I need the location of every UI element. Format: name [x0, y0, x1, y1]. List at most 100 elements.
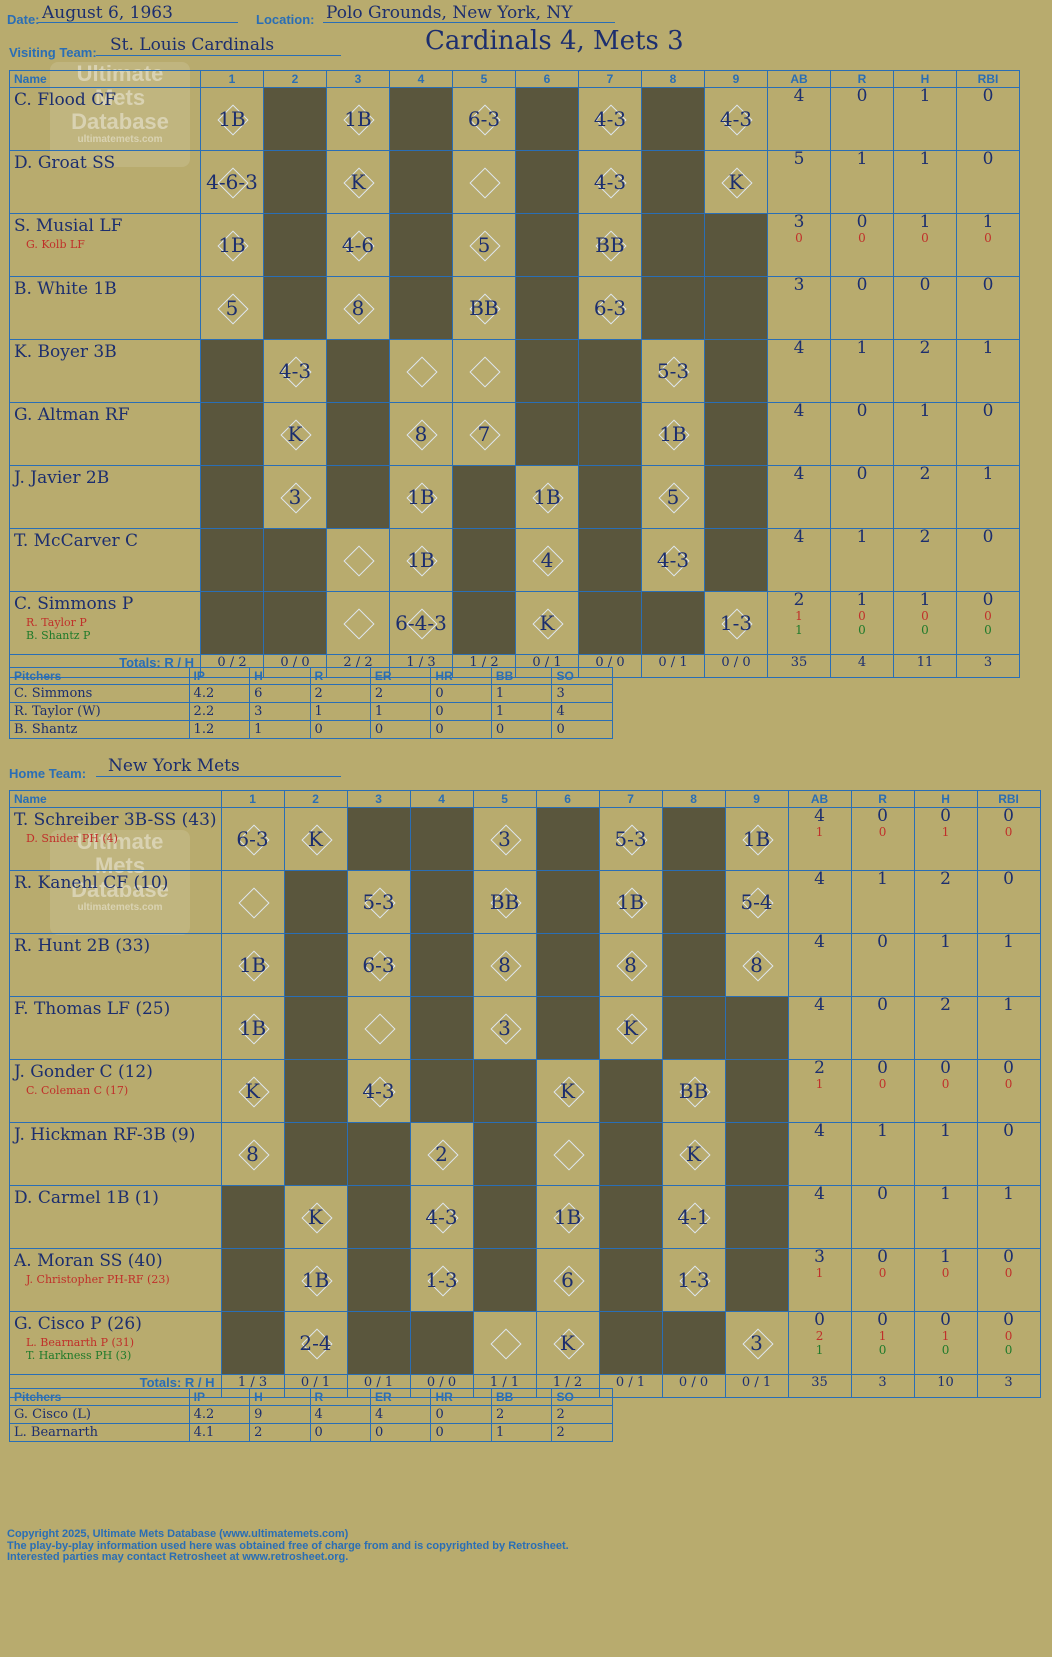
player-ab: 3 [767, 276, 831, 340]
home-player-row: J. Gonder C (12) C. Coleman C (17) K 4-3 K BB… [9, 1058, 1041, 1123]
play-result: 6-3 [593, 296, 627, 320]
at-bat-cell-inning-9 [704, 339, 768, 403]
at-bat-cell-inning-1: 1B [220, 933, 285, 997]
at-bat-cell-inning-5 [452, 339, 516, 403]
base-diamond [237, 887, 270, 919]
inning-hits: 0 [447, 1375, 457, 1390]
player-rbi: 1 [976, 933, 1041, 997]
pitcher-stat: 3 [551, 684, 613, 703]
at-bat-cell-inning-1 [220, 1248, 285, 1312]
home-player-row: R. Kanehl CF (10) 5-3 BB 1B 5-4 4 1 2 0 [9, 870, 1041, 934]
player-r: 0 [850, 1185, 915, 1249]
at-bat-cell-inning-1 [200, 465, 264, 529]
stat-value: 0 [877, 806, 888, 826]
inning-hits: 1 [510, 1375, 520, 1390]
at-bat-cell-inning-9 [704, 402, 768, 466]
at-bat-cell-inning-5 [452, 591, 516, 655]
at-bat-cell-inning-5 [472, 1185, 537, 1249]
stat-value: 0 [1004, 1266, 1013, 1280]
play-result: 3 [498, 827, 511, 851]
at-bat-cell-inning-5: 6-3 [452, 87, 516, 151]
stat-value: 1 [815, 1343, 824, 1357]
stat-value: 1 [795, 609, 803, 623]
player-name: R. Hunt 2B (33) [14, 936, 151, 956]
inning-divider: / [309, 1375, 322, 1390]
at-bat-cell-inning-6: K [515, 591, 579, 655]
play-result: 3 [288, 485, 302, 509]
stat-value: 0 [982, 401, 994, 421]
stat-value: 4 [814, 806, 825, 826]
stat-value: 4 [814, 1121, 825, 1141]
inning-runs: 0 [300, 1375, 310, 1390]
play-result: K [728, 170, 744, 194]
inning-divider: / [414, 655, 428, 670]
visitor-scorecard: Name 1 2 3 4 5 6 7 8 9 AB R H RBI C. Flood CF 1B 1B 6-3 4-… [9, 70, 1020, 678]
stat-value: 3 [793, 212, 805, 232]
at-bat-cell-inning-3 [326, 528, 390, 592]
play-result: 6-4-3 [395, 611, 447, 635]
stat-value: 0 [984, 231, 992, 245]
at-bat-cell-inning-8 [661, 933, 726, 997]
inning-header-5: 5 [472, 790, 537, 808]
player-rbi: 1 [956, 339, 1020, 403]
at-bat-cell-inning-3 [326, 591, 390, 655]
substitute-name: R. Taylor P [26, 616, 87, 629]
play-result: 1B [407, 485, 435, 509]
player-name-cell: T. McCarver C [9, 528, 201, 592]
player-ab: 4 [787, 1185, 852, 1249]
play-result: 5-3 [362, 890, 395, 914]
at-bat-cell-inning-7: 1B [598, 870, 663, 934]
stat-value: 1 [815, 1077, 824, 1091]
at-bat-cell-inning-6: 1B [535, 1185, 600, 1249]
at-bat-cell-inning-4 [409, 870, 474, 934]
pitcher-stat: 4 [551, 702, 613, 721]
totals-r-label: R / [184, 1375, 206, 1390]
at-bat-cell-inning-3 [346, 807, 411, 871]
at-bat-cell-inning-6: 6 [535, 1248, 600, 1312]
inning-runs: 1 [469, 655, 478, 670]
inning-hits: 2 [238, 655, 247, 670]
stat-value: 0 [919, 275, 931, 295]
play-result: 4-3 [278, 359, 312, 383]
inning-divider: / [750, 1375, 763, 1390]
player-r: 0 [830, 276, 894, 340]
stat-value: 0 [877, 1310, 888, 1330]
play-result: 1B [238, 1016, 267, 1040]
pitching-header-so: SO [551, 667, 613, 685]
player-name-cell: K. Boyer 3B [9, 339, 201, 403]
at-bat-cell-inning-4 [409, 996, 474, 1060]
play-result: K [308, 827, 323, 851]
team-total-h: 10 [913, 1374, 978, 1398]
stat-value: 2 [815, 1329, 824, 1343]
stat-value: 0 [940, 806, 951, 826]
footer-copyright: Copyright 2025, Ultimate Mets Database (… [7, 1528, 349, 1540]
pitching-header-ip: IP [188, 667, 251, 685]
stat-value: 4 [793, 86, 805, 106]
at-bat-cell-inning-1 [200, 591, 264, 655]
substitute-name: L. Bearnarth P (31) [26, 1336, 135, 1349]
base-diamond [406, 356, 438, 388]
play-result: 1-3 [425, 1268, 458, 1292]
at-bat-cell-inning-8 [641, 276, 705, 340]
at-bat-cell-inning-6 [515, 276, 579, 340]
team-total-rbi: 3 [956, 654, 1020, 678]
play-result: 2 [435, 1142, 448, 1166]
stat-value: 0 [877, 1058, 888, 1078]
visitor-player-row: C. Simmons P R. Taylor P B. Shantz P 6-4-3 K… [9, 590, 1020, 655]
at-bat-cell-inning-4 [389, 150, 453, 214]
totals-h-label: H [205, 1375, 215, 1390]
at-bat-cell-inning-6: 4 [515, 528, 579, 592]
stat-value: 2 [793, 590, 805, 610]
inning-runs: 1 [237, 1375, 247, 1390]
inning-header-3: 3 [346, 790, 411, 808]
team-total-r: 3 [850, 1374, 915, 1398]
pitching-header-row: Pitchers IP H R ER HR BB SO [9, 1388, 613, 1406]
pitcher-stat: 4.1 [188, 1423, 251, 1442]
